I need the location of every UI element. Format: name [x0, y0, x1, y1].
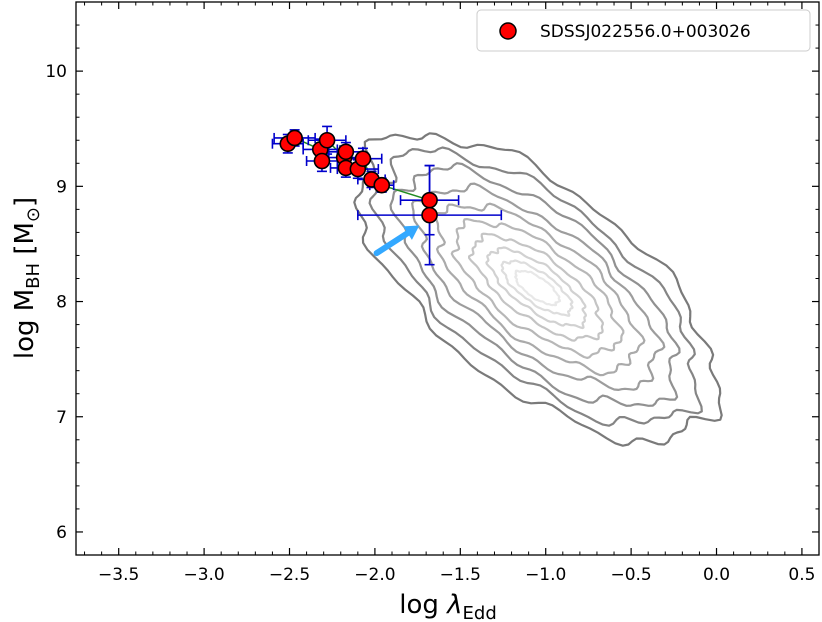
data-point [421, 191, 438, 209]
x-tick-label: −3.0 [183, 565, 224, 585]
x-tick-label: −2.5 [269, 565, 310, 585]
data-point [313, 152, 331, 170]
contour-level [468, 232, 604, 342]
y-tick-label: 7 [56, 408, 67, 428]
data-point [421, 206, 438, 224]
x-tick-label: −0.5 [610, 565, 651, 585]
y-axis-title-unit-sub: ⊙ [23, 207, 44, 222]
data-point [373, 176, 391, 194]
y-tick-label: 6 [56, 523, 67, 543]
legend: SDSSJ022556.0+003026 [476, 9, 811, 52]
legend-box [476, 9, 811, 52]
x-tick-label: −1.5 [440, 565, 481, 585]
data-point [318, 131, 336, 149]
x-axis-title-symbol: λ [445, 590, 462, 620]
contour-level [389, 162, 681, 407]
contour-level [434, 202, 646, 377]
legend-marker [499, 22, 517, 40]
contour-level [500, 259, 574, 317]
x-tick-label: −1.0 [525, 565, 566, 585]
y-axis-ticks: 6 7 8 9 10 [45, 1, 819, 556]
y-tick-label: 9 [56, 177, 67, 197]
data-point [337, 143, 355, 161]
points-layer [279, 129, 438, 224]
contour-level [368, 146, 703, 427]
x-tick-label: 0.0 [703, 565, 730, 585]
x-tick-label: −3.5 [98, 565, 139, 585]
y-tick-label: 8 [56, 293, 67, 313]
x-axis-title: log λEdd [399, 590, 497, 622]
legend-label: SDSSJ022556.0+003026 [540, 22, 751, 42]
arrow-shaft [373, 230, 411, 257]
annotation-arrow [373, 225, 420, 257]
x-tick-label: 0.5 [788, 565, 815, 585]
y-axis-title-unit-open: [M [10, 222, 40, 263]
y-axis-title-main: log M [10, 289, 40, 359]
y-axis-title-unit-close: ] [10, 197, 40, 207]
x-axis-title-main: log [399, 590, 447, 620]
contour-level [485, 246, 588, 330]
x-axis-title-sub: Edd [463, 603, 497, 622]
x-tick-label: −2.0 [354, 565, 395, 585]
data-point [286, 129, 303, 147]
y-axis-title-sub: BH [23, 263, 44, 289]
plot-frame [75, 1, 820, 556]
y-tick-label: 10 [45, 62, 67, 82]
contour-level [450, 218, 625, 359]
y-axis-title: log MBH [M⊙] [10, 197, 44, 359]
data-point [354, 150, 372, 167]
contour-layer [353, 132, 723, 447]
arrow-head [403, 225, 420, 240]
contour-level [514, 269, 562, 307]
x-axis-ticks: −3.5 −3.0 −2.5 −2.0 −1.5 −1.0 −0.5 0.0 0.5 [84, 2, 815, 585]
